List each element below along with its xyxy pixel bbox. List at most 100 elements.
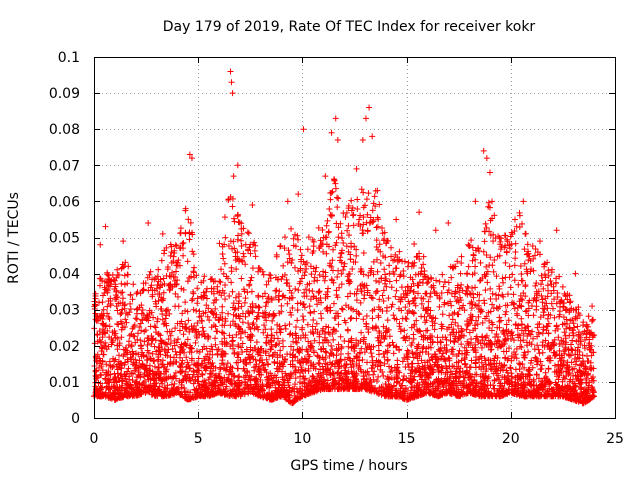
data-point: [508, 329, 515, 336]
data-point: [423, 327, 430, 334]
data-point: [176, 327, 183, 334]
data-point: [564, 382, 571, 389]
data-point: [532, 246, 539, 253]
data-point: [233, 359, 240, 366]
data-point: [346, 280, 353, 287]
data-point: [575, 344, 582, 351]
data-point: [331, 176, 338, 183]
data-point: [192, 329, 199, 336]
data-point: [119, 324, 126, 331]
data-point: [222, 315, 229, 322]
data-point: [213, 311, 220, 318]
data-point: [341, 367, 348, 374]
data-point: [247, 250, 254, 257]
data-point: [538, 272, 545, 279]
data-point: [239, 257, 246, 264]
data-point: [453, 352, 460, 359]
data-point: [109, 339, 116, 346]
data-point: [349, 212, 356, 219]
data-point: [188, 345, 195, 352]
data-point: [248, 288, 255, 295]
data-point: [179, 245, 186, 252]
data-point: [323, 250, 330, 257]
data-point: [441, 279, 448, 286]
data-point: [516, 298, 523, 305]
data-point: [194, 285, 201, 292]
data-point: [365, 329, 372, 336]
data-point: [483, 224, 490, 231]
data-point: [373, 224, 380, 231]
data-point: [292, 324, 299, 331]
data-point: [530, 255, 537, 262]
data-point: [586, 364, 593, 371]
data-point: [372, 289, 379, 296]
data-point: [103, 346, 110, 353]
data-point: [278, 302, 285, 309]
data-point: [235, 351, 242, 358]
data-point: [274, 321, 281, 328]
data-point: [576, 312, 583, 319]
data-point: [242, 295, 249, 302]
data-point: [337, 333, 344, 340]
data-point: [385, 295, 392, 302]
data-point: [271, 358, 278, 365]
data-point: [506, 274, 513, 281]
data-point: [484, 268, 491, 275]
data-point: [547, 312, 554, 319]
data-point: [99, 299, 106, 306]
data-point: [212, 335, 219, 342]
data-point: [238, 230, 245, 237]
data-point: [397, 328, 404, 335]
data-point: [499, 275, 506, 282]
data-point: [584, 327, 591, 334]
data-point: [334, 294, 341, 301]
data-point: [493, 273, 500, 280]
data-point: [205, 334, 212, 341]
data-point: [420, 379, 427, 386]
data-point: [238, 220, 245, 227]
data-point: [277, 243, 284, 250]
data-point: [99, 334, 106, 341]
data-point: [360, 336, 367, 343]
data-point: [569, 337, 576, 344]
data-point: [180, 252, 187, 259]
data-point: [393, 373, 400, 380]
data-point: [340, 239, 347, 246]
data-point: [399, 377, 406, 384]
data-point: [262, 326, 269, 333]
data-point: [146, 271, 153, 278]
data-point: [376, 241, 383, 248]
data-point: [421, 313, 428, 320]
data-point: [229, 288, 236, 295]
data-point: [222, 234, 229, 241]
data-point: [415, 282, 422, 289]
data-point: [231, 372, 238, 379]
data-point: [341, 337, 348, 344]
data-point: [235, 219, 242, 226]
data-point: [120, 353, 127, 360]
data-point: [140, 287, 147, 294]
data-point: [533, 280, 540, 287]
data-point: [424, 381, 431, 388]
data-point: [588, 318, 595, 325]
data-point: [541, 343, 548, 350]
data-point: [327, 211, 334, 218]
data-point: [456, 347, 463, 354]
data-point: [420, 253, 427, 260]
data-point: [180, 239, 187, 246]
data-point: [131, 333, 138, 340]
data-point: [521, 246, 528, 253]
data-point: [391, 271, 398, 278]
data-point: [104, 269, 111, 276]
chart-title: Day 179 of 2019, Rate Of TEC Index for r…: [163, 19, 536, 35]
data-point: [469, 257, 476, 264]
data-point: [94, 338, 101, 345]
data-point: [556, 369, 563, 376]
data-point: [232, 305, 239, 312]
data-point: [299, 313, 306, 320]
data-point: [320, 248, 327, 255]
data-point: [300, 300, 307, 307]
data-point: [316, 333, 323, 340]
data-point: [520, 330, 527, 337]
data-point: [119, 289, 126, 296]
